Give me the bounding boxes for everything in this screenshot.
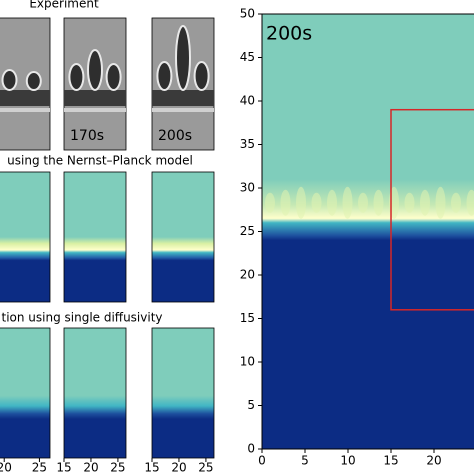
y-tick-label: 35 — [240, 137, 255, 151]
time-label: 200s — [158, 128, 192, 144]
interface-band — [64, 108, 126, 112]
interface-band — [64, 90, 126, 106]
x-tick-label: 25 — [198, 461, 213, 474]
x-tick-label: 25 — [32, 461, 47, 474]
interface-band — [152, 90, 214, 106]
finger — [175, 25, 191, 91]
x-tick-label: 20 — [0, 461, 12, 474]
plume — [373, 189, 384, 216]
finger — [25, 71, 42, 91]
finger — [87, 49, 103, 91]
y-tick-label: 45 — [240, 50, 255, 64]
x-tick-label: 20 — [83, 461, 98, 474]
plume — [296, 186, 306, 219]
plume — [420, 189, 430, 216]
sd-image — [0, 327, 51, 459]
x-tick-label: 20 — [171, 461, 186, 474]
np-image — [151, 171, 215, 303]
plume — [435, 186, 446, 219]
main-image — [262, 14, 474, 449]
plume — [311, 192, 322, 213]
x-tick-label: 0 — [258, 454, 266, 468]
sd-title: tion using single diffusivity — [1, 311, 162, 325]
plume — [404, 192, 415, 213]
experiment-title: Experiment — [29, 0, 99, 11]
y-tick-label: 20 — [240, 268, 255, 282]
interface-band — [0, 90, 50, 106]
x-tick-label: 10 — [340, 454, 355, 468]
y-tick-label: 30 — [240, 181, 255, 195]
interface-band — [152, 108, 214, 112]
np-title: using the Nernst–Planck model — [7, 154, 193, 168]
x-tick-label: 15 — [383, 454, 398, 468]
y-tick-label: 25 — [240, 224, 255, 238]
finger — [105, 63, 122, 91]
plume — [280, 189, 291, 216]
y-tick-label: 15 — [240, 311, 255, 325]
x-tick-label: 15 — [56, 461, 71, 474]
np-image — [0, 171, 51, 303]
plume — [451, 192, 461, 213]
plume — [327, 189, 337, 216]
y-tick-label: 50 — [240, 7, 255, 21]
sd-image — [63, 327, 127, 459]
plume — [466, 189, 474, 216]
y-tick-label: 5 — [247, 398, 255, 412]
np-image — [63, 171, 127, 303]
plume — [342, 186, 353, 219]
y-tick-label: 10 — [240, 355, 255, 369]
x-tick-label: 5 — [301, 454, 309, 468]
x-tick-label: 20 — [426, 454, 441, 468]
plume — [358, 192, 368, 213]
plume — [265, 192, 275, 213]
x-tick-label: 25 — [110, 461, 125, 474]
finger — [156, 61, 173, 91]
y-tick-label: 0 — [247, 442, 255, 456]
time-label: 200s — [266, 23, 312, 45]
x-tick-label: 15 — [144, 461, 159, 474]
y-tick-label: 40 — [240, 94, 255, 108]
highlight-box — [390, 108, 474, 311]
time-label: 170s — [70, 128, 104, 144]
finger — [1, 69, 18, 91]
finger — [68, 63, 85, 91]
finger — [193, 61, 210, 91]
interface-band — [0, 108, 50, 112]
sd-image — [151, 327, 215, 459]
